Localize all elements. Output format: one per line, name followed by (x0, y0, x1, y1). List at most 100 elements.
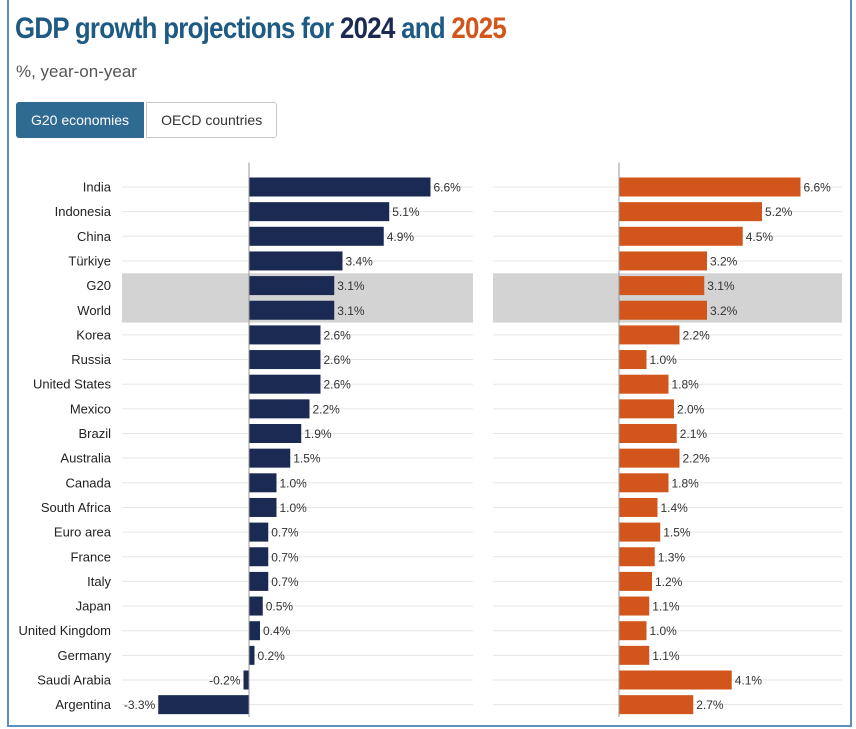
bar-2024 (249, 226, 384, 246)
bar-2024 (249, 177, 431, 197)
bar-2024 (249, 547, 269, 567)
bar-2025 (619, 497, 658, 517)
bar-2024 (249, 596, 263, 616)
bar-2025 (619, 202, 762, 222)
category-label: China (77, 229, 112, 244)
bar-2025 (619, 399, 674, 419)
category-label: G20 (86, 278, 111, 293)
tab-bar: G20 economies OECD countries (16, 102, 278, 138)
category-label: Mexico (70, 401, 111, 416)
category-label: United States (33, 377, 112, 392)
bar-2025 (619, 276, 705, 296)
data-label-2025: 3.1% (707, 279, 735, 293)
data-label-2025: 1.8% (672, 476, 700, 490)
bar-2024 (249, 276, 335, 296)
bar-2024 (249, 350, 321, 370)
chart-frame (7, 0, 852, 727)
data-label-2024: 3.1% (337, 279, 365, 293)
data-label-2024: 1.0% (280, 476, 308, 490)
bar-2024 (249, 645, 255, 665)
bar-2024 (158, 695, 249, 715)
data-label-2025: 1.5% (663, 526, 691, 540)
bar-2025 (619, 226, 743, 246)
chart-subtitle: %, year-on-year (16, 62, 137, 81)
bar-2024 (249, 621, 260, 641)
bar-2025 (619, 522, 661, 542)
tab-oecd-countries[interactable]: OECD countries (146, 102, 278, 138)
data-label-2025: 3.2% (710, 304, 738, 318)
data-label-2025: 1.8% (672, 378, 700, 392)
category-label: Türkiye (68, 253, 111, 268)
data-label-2024: 3.4% (346, 254, 374, 268)
bar-2025 (619, 251, 707, 271)
category-label: United Kingdom (19, 623, 112, 638)
bar-2025 (619, 448, 680, 468)
data-label-2025: 1.4% (661, 501, 689, 515)
bar-2024 (249, 473, 277, 493)
bar-2024 (249, 497, 277, 517)
data-label-2025: 3.2% (710, 254, 738, 268)
data-label-2024: 0.2% (258, 649, 286, 663)
data-label-2024: 2.6% (324, 328, 352, 342)
bar-2025 (619, 325, 680, 345)
data-label-2025: 2.1% (680, 427, 708, 441)
category-label: Russia (71, 352, 112, 367)
category-label: India (83, 180, 112, 195)
bar-2025 (619, 571, 652, 591)
data-label-2025: 1.0% (650, 624, 678, 638)
bar-2025 (619, 621, 647, 641)
bar-2025 (619, 547, 655, 567)
data-label-2025: 2.0% (677, 402, 705, 416)
tab-g20-economies[interactable]: G20 economies (16, 102, 145, 138)
bar-2024 (249, 571, 269, 591)
data-label-2025: 2.2% (683, 452, 711, 466)
bar-2025 (619, 177, 801, 197)
category-label: Italy (87, 574, 111, 589)
bar-2025 (619, 424, 677, 443)
bar-2025 (619, 350, 647, 370)
data-label-2024: -0.2% (209, 674, 241, 688)
data-label-2024: 6.6% (434, 181, 462, 195)
bar-2025 (619, 300, 707, 320)
category-label: South Africa (41, 500, 112, 515)
bar-2025 (619, 695, 694, 715)
title-and: and (394, 12, 452, 45)
data-label-2024: -3.3% (124, 698, 156, 712)
data-label-2024: 0.5% (266, 600, 294, 614)
data-label-2025: 6.6% (804, 181, 832, 195)
data-label-2024: 2.2% (313, 402, 341, 416)
data-label-2025: 1.0% (650, 353, 678, 367)
data-label-2024: 2.6% (324, 353, 352, 367)
data-label-2024: 0.7% (271, 575, 299, 589)
bar-2024 (243, 670, 249, 690)
data-label-2024: 0.7% (271, 550, 299, 564)
data-label-2025: 2.7% (696, 698, 724, 712)
category-label: Australia (60, 451, 111, 466)
bar-2024 (249, 251, 343, 271)
category-label: Saudi Arabia (37, 673, 111, 688)
data-label-2024: 3.1% (337, 304, 365, 318)
title-prefix: GDP growth projections for (15, 12, 340, 45)
data-label-2024: 4.9% (387, 230, 415, 244)
category-label: Euro area (54, 525, 112, 540)
category-label: Argentina (55, 697, 111, 712)
title-year-2024: 2024 (339, 12, 395, 45)
bar-2024 (249, 325, 321, 345)
page-title: GDP growth projections for 2024 and 2025 (15, 12, 507, 46)
bar-2024 (249, 374, 321, 394)
data-label-2025: 4.5% (746, 230, 774, 244)
category-label: Germany (58, 648, 112, 663)
title-year-2025: 2025 (451, 12, 507, 45)
data-label-2025: 5.2% (765, 205, 793, 219)
category-label: Brazil (78, 426, 111, 441)
category-label: Canada (65, 475, 111, 490)
bar-2025 (619, 670, 732, 690)
data-label-2025: 4.1% (735, 674, 763, 688)
data-label-2024: 1.5% (293, 452, 321, 466)
data-label-2025: 1.3% (658, 550, 686, 564)
bar-2025 (619, 374, 669, 394)
bar-2024 (249, 300, 335, 320)
data-label-2024: 1.9% (304, 427, 332, 441)
data-label-2024: 2.6% (324, 378, 352, 392)
